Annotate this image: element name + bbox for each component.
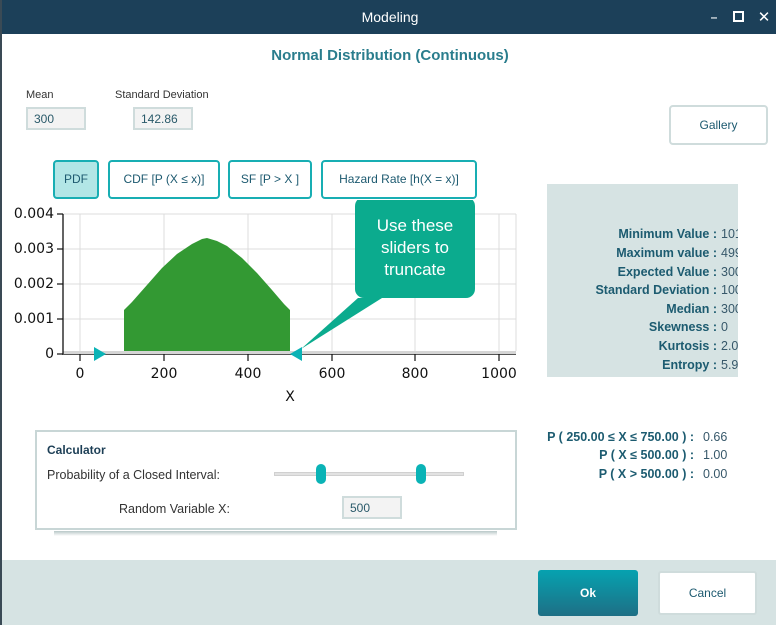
y-tick: 0.003 [13,241,54,257]
stat-value: 100 [721,283,738,297]
stat-label: Entropy : [662,358,717,372]
x-tick: 0 [75,366,85,382]
pdf-chart: 0.004 0.003 0.002 0.001 0 0 200 400 600 … [2,200,532,415]
tab-cdf[interactable]: CDF [P (X ≤ x)] [108,160,220,199]
stat-row: Maximum value : 499 [547,246,738,264]
std-dev-input[interactable]: 142.86 [133,107,193,130]
std-dev-label: Standard Deviation [115,89,209,101]
probability-value: 1.00 [703,448,728,462]
stat-value: 300 [721,265,738,279]
y-tick: 0.004 [13,206,54,222]
dialog-footer [2,560,776,625]
page-title: Normal Distribution (Continuous) [271,47,509,64]
calculator-panel: Calculator Probability of a Closed Inter… [35,430,517,530]
x-tick: 800 [401,366,429,382]
mean-label: Mean [26,89,54,101]
calculator-title: Calculator [47,443,106,457]
stat-value: 5.92 [721,358,738,372]
stat-value: 101 [721,227,738,241]
stat-row: Standard Deviation : 100 [547,283,738,301]
stat-label: Expected Value : [617,265,717,279]
callout-line: truncate [384,260,446,279]
probability-value: 0.66 [703,430,728,444]
stat-value: 300 [721,302,738,316]
probability-row: P ( X > 500.00 ) : 0.00 [517,467,776,485]
close-icon[interactable]: ✕ [757,8,771,26]
callout-line: Use these [376,216,454,235]
random-variable-label: Random Variable X: [119,502,230,516]
stat-value: 0 [721,320,728,334]
callout-bubble [301,200,475,349]
stat-row: Minimum Value : 101 [547,227,738,245]
stat-row: Expected Value : 300 [547,265,738,283]
stat-label: Skewness : [648,320,717,334]
stat-value: 499 [721,246,738,260]
random-variable-input[interactable]: 500 [342,496,402,519]
chart-plot [57,200,517,361]
y-tick: 0 [45,346,54,362]
calculator-shadow [54,531,497,536]
probability-row: P ( 250.00 ≤ X ≤ 750.00 ) : 0.66 [517,430,776,448]
callout-line: sliders to [380,238,450,257]
x-tick: 400 [234,366,262,382]
x-axis-label: X [285,389,295,405]
stat-row: Entropy : 5.92 [547,358,738,376]
mean-input[interactable]: 300 [26,107,86,130]
tab-hazard-rate[interactable]: Hazard Rate [h(X = x)] [321,160,477,199]
interval-lower-thumb[interactable] [316,464,326,484]
stat-label: Standard Deviation : [595,283,717,297]
upper-truncation-slider-icon [290,347,302,361]
probability-value: 0.00 [703,467,728,481]
callout-text: Use these sliders to truncate [355,215,475,281]
interval-slider-track[interactable] [274,472,464,476]
stat-row: Median : 300 [547,302,738,320]
y-tick: 0.002 [13,276,54,292]
stat-label: Median : [666,302,717,316]
lower-truncation-slider-icon [94,347,106,361]
stat-row: Kurtosis : 2.08 [547,339,738,357]
x-tick: 1000 [481,366,517,382]
x-tick: 200 [150,366,178,382]
interval-upper-thumb[interactable] [416,464,426,484]
statistics-panel: Minimum Value : 101 Maximum value : 499 Ex… [547,184,738,377]
probability-label: P ( X > 500.00 ) : [598,467,694,481]
window-title: Modeling [361,9,419,25]
x-tick: 600 [318,366,346,382]
y-tick: 0.001 [13,311,54,327]
stat-label: Minimum Value : [618,227,717,241]
stat-row: Skewness : 0 [547,320,738,338]
probability-label: P ( 250.00 ≤ X ≤ 750.00 ) : [547,430,694,444]
maximize-icon[interactable] [728,6,750,28]
probability-label: P ( X ≤ 500.00 ) : [599,448,694,462]
cancel-button[interactable]: Cancel [658,571,757,615]
closed-interval-label: Probability of a Closed Interval: [47,468,221,482]
stat-label: Kurtosis : [658,339,717,353]
stat-label: Maximum value : [616,246,717,260]
minimize-icon[interactable]: – [710,8,718,26]
pdf-area [124,238,290,351]
gallery-button[interactable]: Gallery [669,105,768,145]
tab-pdf[interactable]: PDF [53,160,99,199]
probability-row: P ( X ≤ 500.00 ) : 1.00 [517,448,776,466]
ok-button[interactable]: Ok [538,570,638,616]
stat-value: 2.08 [721,339,738,353]
tab-sf[interactable]: SF [P > X ] [228,160,312,199]
title-bar[interactable]: Modeling – ✕ [2,0,776,34]
